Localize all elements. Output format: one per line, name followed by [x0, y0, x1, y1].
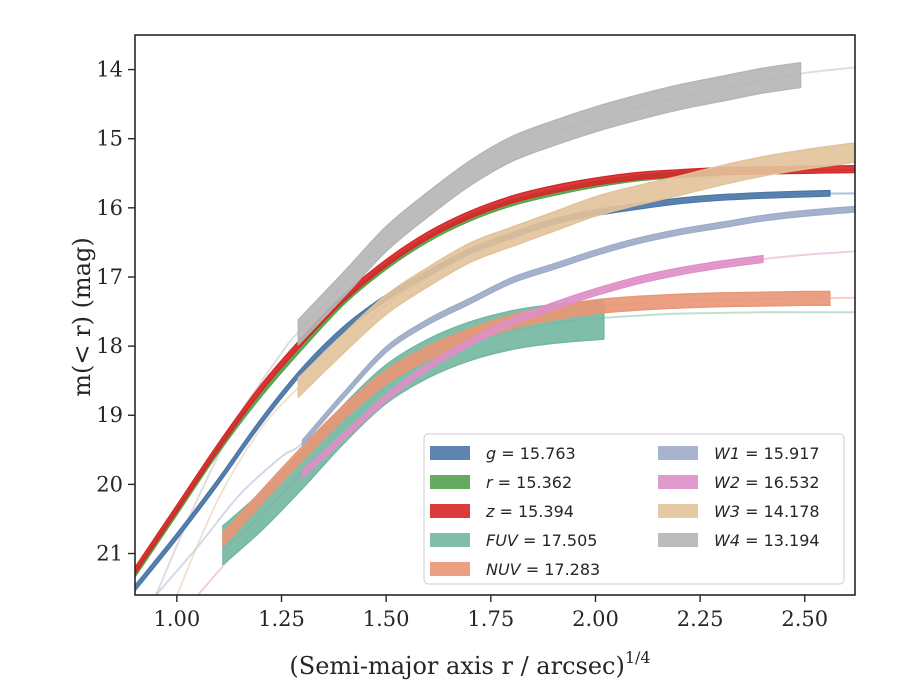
x-tick-label: 2.50	[781, 607, 828, 631]
x-tick-label: 1.25	[258, 607, 305, 631]
legend-label-g: g = 15.763	[486, 444, 576, 463]
legend-label-z: z = 15.394	[485, 502, 574, 521]
data-band-z	[135, 164, 855, 575]
legend-label-w1: W1 = 15.917	[714, 444, 820, 463]
data-band-w1	[301, 205, 855, 447]
legend-swatch-z	[430, 504, 470, 518]
data-band-w4	[297, 61, 802, 346]
legend-label-r: r = 15.362	[486, 473, 572, 492]
legend-swatch-r	[430, 475, 470, 489]
legend-swatch-fuv	[430, 533, 470, 547]
legend-label-w2: W2 = 16.532	[714, 473, 820, 492]
legend-label-nuv: NUV = 17.283	[486, 560, 600, 579]
data-band-nuv	[222, 290, 831, 548]
plot-frame	[134, 34, 856, 596]
legend-swatch-w3	[658, 504, 698, 518]
legend-swatch-nuv	[430, 562, 470, 576]
legend-swatch-g	[430, 446, 470, 460]
x-tick-label: 2.00	[572, 607, 619, 631]
x-tick-label: 1.00	[153, 607, 200, 631]
legend-label-w4: W4 = 13.194	[714, 531, 820, 550]
x-axis-label-exponent: 1/4	[625, 648, 651, 667]
x-tick-label: 1.50	[363, 607, 410, 631]
legend-swatch-w1	[658, 446, 698, 460]
plot-area	[135, 61, 855, 595]
y-tick-label: 15	[96, 127, 123, 151]
legend-swatch-w2	[658, 475, 698, 489]
x-tick-label: 2.25	[677, 607, 724, 631]
x-axis-label: (Semi-major axis r / arcsec)1/4	[289, 648, 650, 680]
axes: 1.00 1.25 1.50 1.75 2.00 2.25 2.50 14 15 16 17 18 19…	[96, 58, 828, 631]
legend: g = 15.763 r = 15.362 z = 15.394 FUV = 17.5…	[423, 433, 845, 585]
x-tick-label: 1.75	[467, 607, 514, 631]
legend-box	[423, 433, 845, 585]
x-axis-label-text: (Semi-major axis r / arcsec)	[289, 652, 624, 680]
y-tick-label: 19	[96, 403, 123, 427]
y-tick-label: 17	[96, 265, 123, 289]
y-tick-label: 14	[96, 58, 123, 82]
data-band-w2	[301, 254, 764, 479]
data-band-w3	[297, 142, 855, 398]
legend-label-fuv: FUV = 17.505	[486, 531, 597, 550]
legend-label-w3: W3 = 14.178	[714, 502, 820, 521]
y-axis-label: m(< r) (mag)	[68, 237, 96, 396]
y-tick-label: 16	[96, 196, 123, 220]
y-tick-label: 21	[96, 542, 123, 566]
legend-swatch-w4	[658, 533, 698, 547]
y-tick-label: 18	[96, 334, 123, 358]
y-tick-label: 20	[96, 472, 123, 496]
